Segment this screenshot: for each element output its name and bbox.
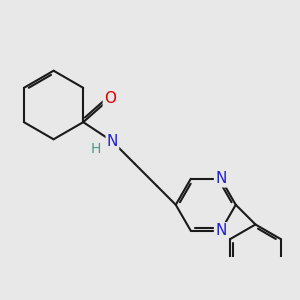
Text: N: N: [107, 134, 118, 149]
Text: H: H: [91, 142, 101, 156]
Text: O: O: [104, 91, 116, 106]
Text: N: N: [215, 223, 226, 238]
Text: N: N: [215, 171, 226, 186]
